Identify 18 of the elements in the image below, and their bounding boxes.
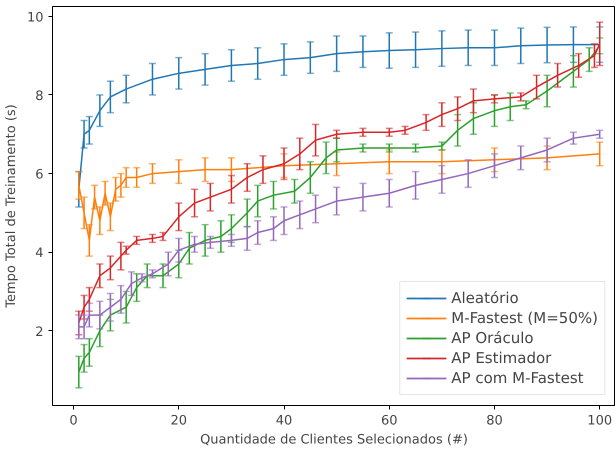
x-tick-label: 80: [486, 414, 503, 428]
legend-label: AP Oráculo: [451, 329, 534, 347]
legend-label: Aleatório: [451, 289, 519, 307]
y-tick-label: 6: [35, 168, 44, 183]
y-axis-title: Tempo Total de Treinamento (s): [4, 104, 19, 309]
x-tick-label: 20: [170, 414, 188, 428]
legend-label: M-Fastest (M=50%): [451, 309, 598, 327]
legend-label: AP com M-Fastest: [451, 369, 584, 387]
y-tick-label: 8: [35, 88, 44, 104]
y-tick-label: 10: [26, 10, 44, 26]
x-tick-label: 0: [69, 414, 78, 428]
y-tick-label: 4: [35, 246, 44, 262]
x-tick-label: 40: [276, 414, 292, 428]
x-tick-label: 100: [587, 414, 612, 428]
legend-label: AP Estimador: [451, 349, 552, 367]
x-axis-title: Quantidade de Clientes Selecionados (#): [200, 432, 468, 448]
y-tick-label: 2: [35, 324, 44, 340]
x-tick-label: 60: [380, 414, 398, 428]
